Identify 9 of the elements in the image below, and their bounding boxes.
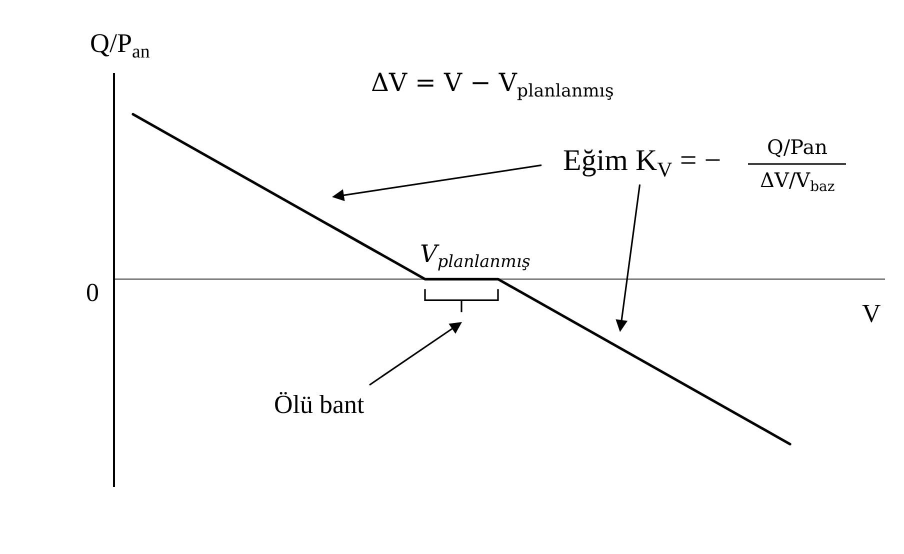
- annotation: Q/Pan: [767, 135, 828, 159]
- ref-line-label: 0: [86, 278, 99, 307]
- annotation: Eğim K$_{V}$ = −: [563, 144, 722, 182]
- annotation: V$_{planlanmış}$: [420, 240, 530, 272]
- annotation: ΔV/V$_{baz}$: [760, 168, 835, 196]
- x-axis-title: V: [862, 299, 881, 328]
- annotation: Ölü bant: [274, 390, 364, 419]
- y-axis-title: Q/P$_{an}$: [90, 28, 150, 63]
- annotation: ΔV = V − V$_{planlanmış}$: [371, 68, 614, 102]
